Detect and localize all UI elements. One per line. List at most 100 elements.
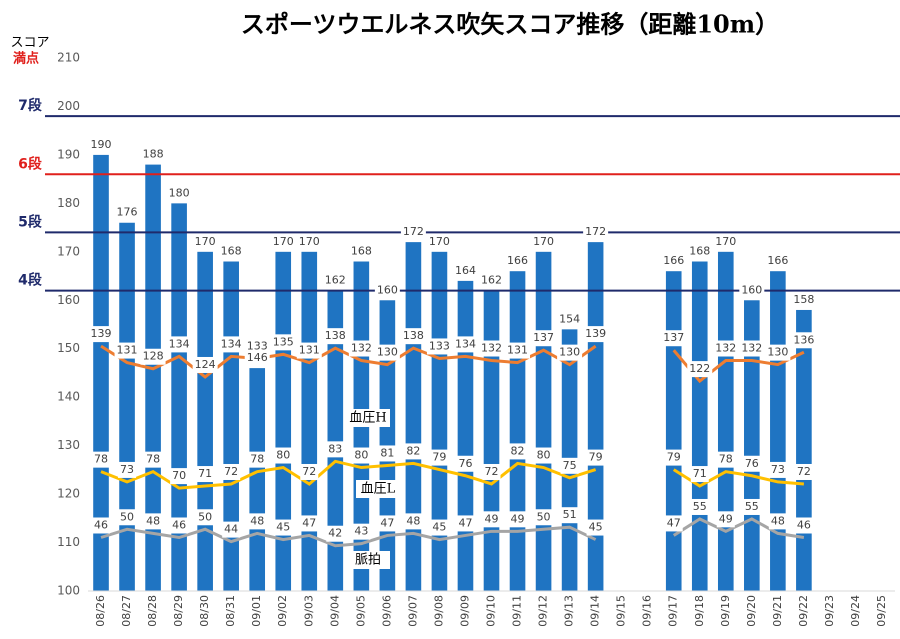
label-bg (768, 461, 787, 478)
data-label: 82 (511, 444, 525, 457)
data-label: 79 (589, 451, 603, 464)
y-axis-label: スコア (10, 36, 49, 51)
data-label: 160 (377, 283, 398, 296)
data-label: 176 (117, 206, 138, 219)
label-bg (88, 136, 114, 153)
label-bg (479, 340, 504, 357)
label-bg (583, 326, 609, 343)
label-bg (196, 509, 215, 526)
label-bg (482, 463, 501, 480)
label-bg (664, 515, 683, 532)
series-line (100, 459, 805, 490)
data-label: 43 (354, 525, 368, 538)
label-bg (352, 447, 371, 464)
label-bg (166, 336, 192, 353)
label-bg (739, 282, 765, 299)
data-label: 180 (169, 186, 190, 199)
label-bg (713, 233, 739, 250)
data-label: 72 (302, 465, 316, 478)
x-tick-label: 09/21 (771, 595, 784, 627)
label-bg (114, 204, 140, 221)
data-label: 50 (120, 510, 134, 523)
x-tick-label: 09/07 (406, 595, 419, 627)
y-tick-label: 170 (57, 244, 80, 258)
data-label: 55 (693, 500, 707, 513)
x-tick-label: 09/10 (485, 595, 498, 627)
label-bg (274, 447, 293, 464)
data-label: 75 (563, 459, 577, 472)
data-label: 166 (767, 254, 788, 267)
data-label: 51 (563, 508, 577, 521)
label-bg (296, 233, 322, 250)
bar (535, 251, 552, 591)
label-bg (404, 443, 423, 460)
label-bg (557, 311, 583, 328)
label-bg (400, 224, 426, 241)
label-bg (560, 457, 579, 474)
label-bg (114, 342, 140, 359)
data-label: 168 (221, 245, 242, 258)
bar (119, 222, 135, 591)
data-label: 81 (380, 446, 394, 459)
label-bg (742, 455, 761, 472)
data-label: 130 (767, 346, 788, 359)
data-label: 170 (273, 235, 294, 248)
label-bg (716, 511, 735, 528)
series-name: 脈拍 (355, 553, 381, 568)
data-label: 138 (325, 329, 346, 342)
reference-label: 6段 (18, 155, 42, 172)
label-bg (346, 551, 390, 569)
data-label: 136 (793, 333, 814, 346)
x-tick-label: 09/08 (432, 595, 445, 627)
bar (796, 309, 812, 591)
data-label: 146 (247, 351, 268, 364)
label-bg (356, 480, 400, 498)
data-label: 82 (406, 444, 420, 457)
label-bg (296, 342, 322, 359)
data-label: 168 (689, 245, 710, 258)
y-tick-label: 110 (57, 535, 80, 549)
y-tick-label: 120 (57, 487, 80, 501)
data-label: 124 (195, 358, 216, 371)
data-label: 79 (432, 451, 446, 464)
y-tick-label: 130 (57, 438, 80, 452)
label-bg (739, 340, 765, 357)
x-tick-label: 08/31 (224, 595, 237, 627)
label-bg (248, 451, 267, 468)
data-label: 46 (797, 518, 811, 531)
y-tick-label: 210 (57, 51, 80, 65)
label-bg (326, 525, 345, 542)
data-label: 135 (273, 335, 294, 348)
label-bg (687, 243, 713, 260)
y-tick-label: 190 (57, 147, 80, 161)
x-tick-label: 08/30 (198, 595, 211, 627)
label-bg (322, 328, 348, 345)
label-bg (557, 344, 583, 361)
label-bg (560, 507, 579, 524)
bar (249, 368, 266, 591)
data-label: 73 (120, 463, 134, 476)
x-tick-label: 08/27 (120, 595, 133, 627)
label-bg (140, 146, 166, 163)
data-label: 78 (250, 453, 264, 466)
data-label: 71 (693, 467, 707, 480)
label-bg (400, 328, 426, 345)
data-label: 80 (537, 449, 551, 462)
label-bg (452, 336, 478, 353)
data-label: 78 (719, 453, 733, 466)
bar (197, 251, 213, 591)
data-label: 130 (377, 346, 398, 359)
x-tick-label: 09/02 (276, 595, 289, 627)
x-tick-label: 09/06 (380, 595, 393, 627)
label-bg (456, 515, 475, 532)
data-label: 72 (485, 465, 499, 478)
bar (665, 271, 682, 591)
x-tick-label: 09/19 (719, 595, 732, 627)
label-bg (352, 523, 371, 540)
data-label: 190 (91, 138, 112, 151)
data-label: 78 (94, 453, 108, 466)
data-label: 76 (745, 457, 759, 470)
data-label: 154 (559, 312, 580, 325)
data-label: 47 (458, 516, 472, 529)
label-bg (505, 342, 531, 359)
